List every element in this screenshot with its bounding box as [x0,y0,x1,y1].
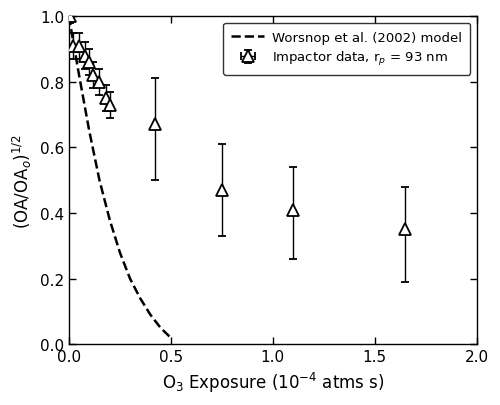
Worsnop et al. (2002) model [66,15,72,19]
Legend: Worsnop et al. (2002) model, Impactor data, r$_p$ = 93 nm: Worsnop et al. (2002) model, Impactor da… [224,23,470,76]
Worsnop et al. (2002) model [117,250,123,255]
Line: Worsnop et al. (2002) model: Worsnop et al. (2002) model [69,17,171,338]
Worsnop et al. (2002) model [96,178,102,183]
Worsnop et al. (2002) model [86,129,92,134]
Worsnop et al. (2002) model [106,217,112,222]
Worsnop et al. (2002) model [138,296,143,301]
Worsnop et al. (2002) model [168,335,174,340]
Worsnop et al. (2002) model [148,313,154,318]
Y-axis label: (OA/OA$_o$)$^{1/2}$: (OA/OA$_o$)$^{1/2}$ [11,134,34,228]
Worsnop et al. (2002) model [76,74,82,79]
X-axis label: O$_3$ Exposure (10$^{-4}$ atms s): O$_3$ Exposure (10$^{-4}$ atms s) [162,370,384,394]
Worsnop et al. (2002) model [127,277,133,281]
Worsnop et al. (2002) model [158,326,164,330]
